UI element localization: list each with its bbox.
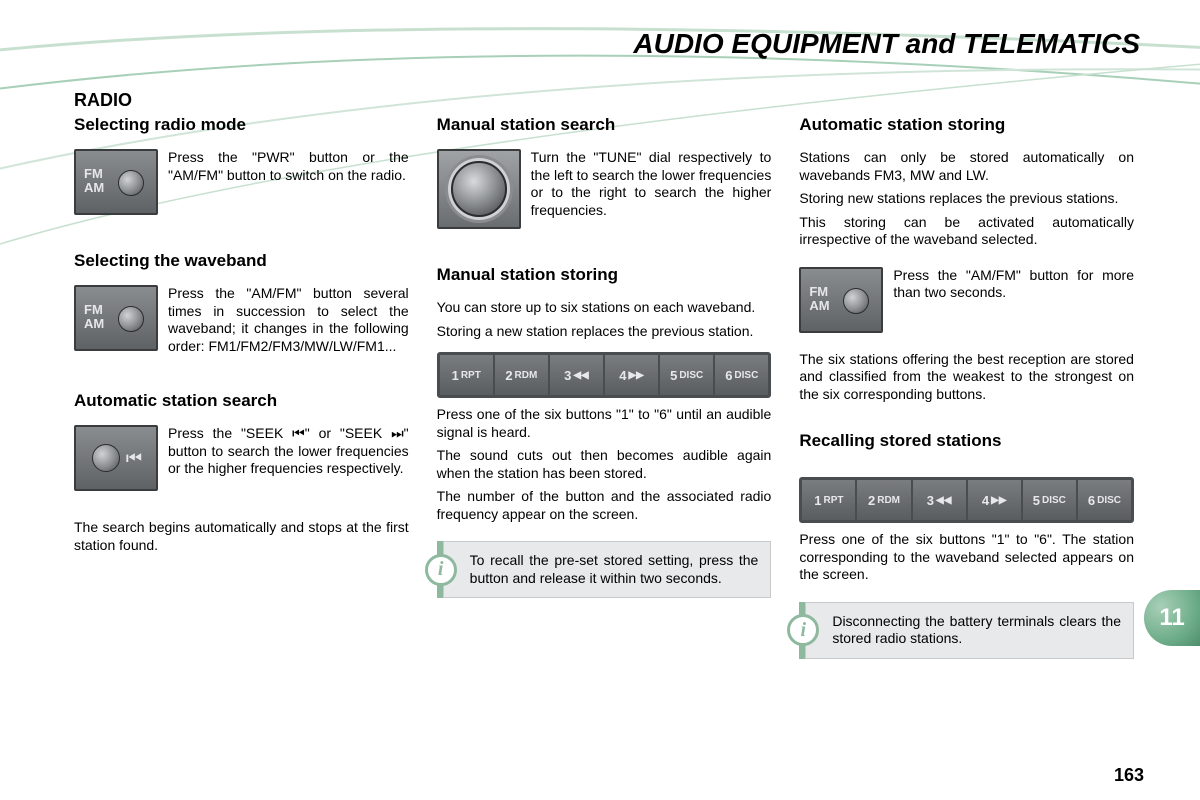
chapter-tab: 11 <box>1144 590 1200 646</box>
fm-am-button-illustration: FMAM <box>74 149 158 215</box>
info-icon: i <box>425 554 457 586</box>
heading-manual-search: Manual station search <box>437 115 772 135</box>
info-box-battery: i Disconnecting the battery terminals cl… <box>799 602 1134 659</box>
column-left: Selecting radio mode FMAM Press the "PWR… <box>74 115 409 659</box>
section-title: RADIO <box>74 90 132 111</box>
seek-back-icon: ⏮ <box>292 425 305 441</box>
text-fm3-mw-lw: Stations can only be stored automaticall… <box>799 149 1134 184</box>
text-replaces-prev: Storing new stations replaces the previo… <box>799 190 1134 208</box>
preset-button: 4▶▶ <box>605 355 660 395</box>
heading-select-waveband: Selecting the waveband <box>74 251 409 271</box>
preset-button: 4▶▶ <box>968 480 1023 520</box>
page-number: 163 <box>1114 765 1144 786</box>
heading-recalling: Recalling stored stations <box>799 431 1134 451</box>
preset-button: 3◀◀ <box>550 355 605 395</box>
preset-buttons-illustration: 1RPT2RDM3◀◀4▶▶5DISC6DISC <box>437 352 772 398</box>
column-right: Automatic station storing Stations can o… <box>799 115 1134 659</box>
text-manual-search: Turn the "TUNE" dial respectively to the… <box>531 149 772 229</box>
heading-auto-search: Automatic station search <box>74 391 409 411</box>
preset-button: 5DISC <box>1023 480 1078 520</box>
preset-button: 1RPT <box>802 480 857 520</box>
heading-select-radio-mode: Selecting radio mode <box>74 115 409 135</box>
text-replace-prev: Storing a new station replaces the previ… <box>437 323 772 341</box>
text-activated-auto: This storing can be activated automatica… <box>799 214 1134 249</box>
preset-button: 3◀◀ <box>913 480 968 520</box>
info-box-recall: i To recall the pre-set stored setting, … <box>437 541 772 598</box>
fm-am-button-illustration: FMAM <box>799 267 883 333</box>
text-store-six: You can store up to six stations on each… <box>437 299 772 317</box>
preset-button: 1RPT <box>440 355 495 395</box>
text-press-two-sec: Press the "AM/FM" button for more than t… <box>893 267 1134 333</box>
preset-button: 6DISC <box>715 355 768 395</box>
content-grid: Selecting radio mode FMAM Press the "PWR… <box>74 115 1134 659</box>
preset-button: 2RDM <box>857 480 912 520</box>
fm-am-button-illustration: FMAM <box>74 285 158 351</box>
preset-button: 2RDM <box>495 355 550 395</box>
text-recall-press: Press one of the six buttons "1" to "6".… <box>799 531 1134 584</box>
page-header: AUDIO EQUIPMENT and TELEMATICS <box>633 28 1140 60</box>
text-press-until-signal: Press one of the six buttons "1" to "6" … <box>437 406 772 441</box>
seek-fwd-icon: ⏭ <box>391 425 404 441</box>
text-sound-cuts: The sound cuts out then becomes audible … <box>437 447 772 482</box>
text-select-radio-mode: Press the "PWR" button or the "AM/FM" bu… <box>168 149 409 215</box>
heading-auto-storing: Automatic station storing <box>799 115 1134 135</box>
preset-buttons-illustration: 1RPT2RDM3◀◀4▶▶5DISC6DISC <box>799 477 1134 523</box>
column-middle: Manual station search Turn the "TUNE" di… <box>437 115 772 659</box>
text-six-best: The six stations offering the best recep… <box>799 351 1134 404</box>
heading-manual-storing: Manual station storing <box>437 265 772 285</box>
tune-dial-illustration <box>437 149 521 229</box>
text-number-freq: The number of the button and the associa… <box>437 488 772 523</box>
text-auto-search: Press the "SEEK ⏮" or "SEEK ⏭" button to… <box>168 425 409 491</box>
preset-button: 5DISC <box>660 355 715 395</box>
text-select-waveband: Press the "AM/FM" button several times i… <box>168 285 409 355</box>
info-text-recall: To recall the pre-set stored setting, pr… <box>443 541 772 598</box>
info-text-battery: Disconnecting the battery terminals clea… <box>805 602 1134 659</box>
text-search-begins: The search begins automatically and stop… <box>74 519 409 554</box>
seek-button-illustration: ⏮ <box>74 425 158 491</box>
preset-button: 6DISC <box>1078 480 1131 520</box>
